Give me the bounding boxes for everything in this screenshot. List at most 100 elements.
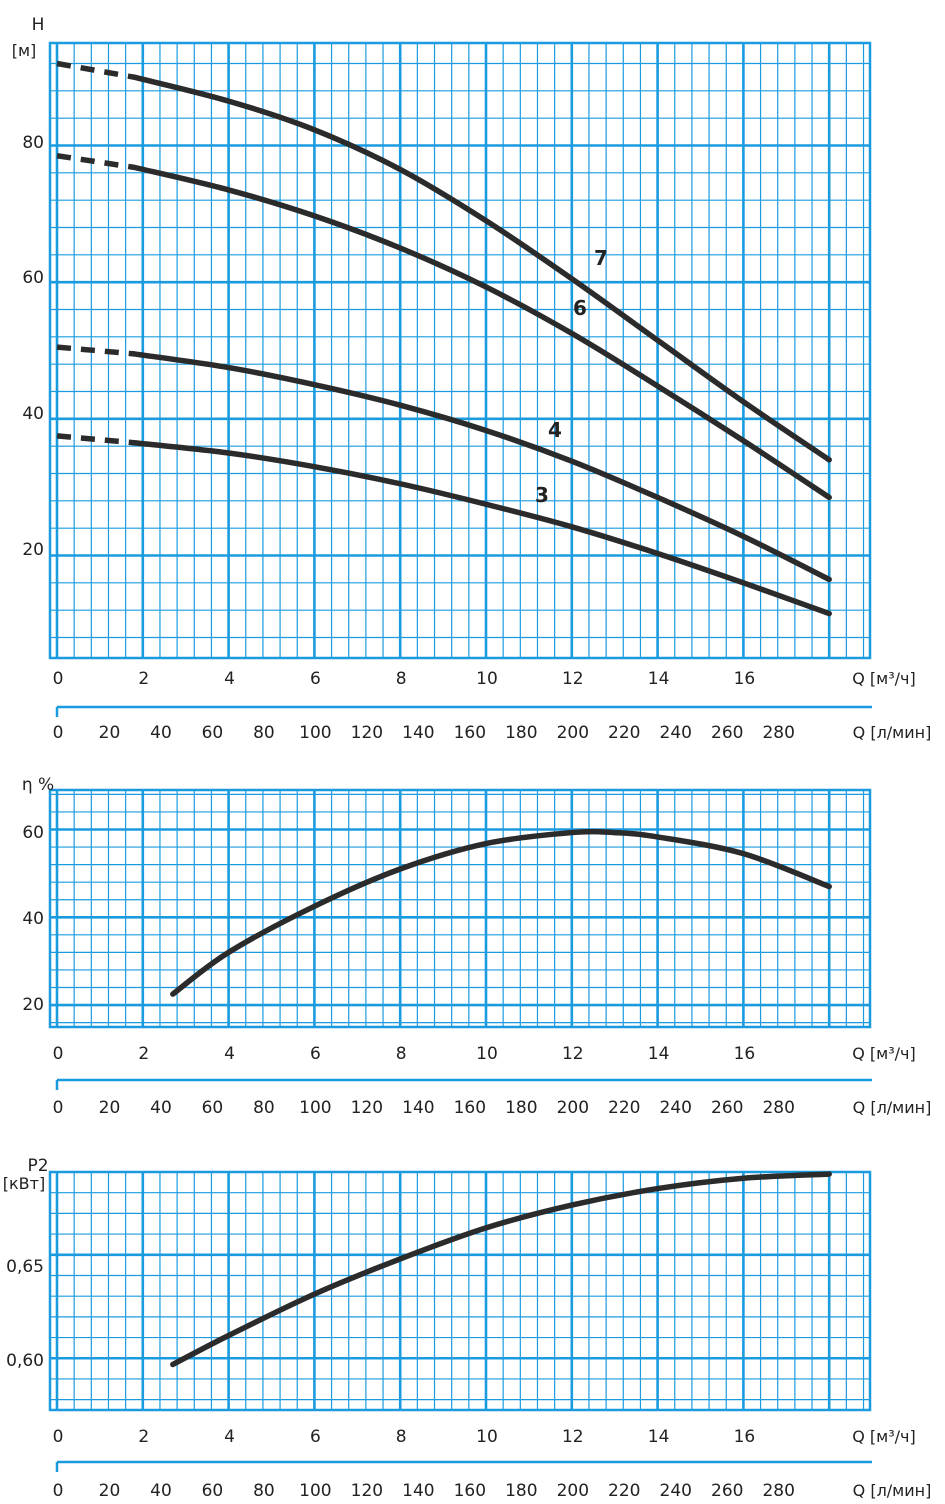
x-tick-label-lmin: 140 bbox=[402, 723, 434, 743]
y-tick-label: 60 bbox=[22, 268, 44, 288]
x-tick-label-m3h: 14 bbox=[648, 1044, 670, 1064]
x-tick-label-lmin: 60 bbox=[202, 1481, 224, 1499]
x-tick-label-m3h: 12 bbox=[562, 1427, 584, 1447]
x-tick-label-lmin: 160 bbox=[454, 1481, 486, 1499]
x-tick-label-lmin: 100 bbox=[299, 1098, 331, 1118]
y-tick-label: 0,65 bbox=[6, 1257, 44, 1277]
x-tick-label-m3h: 2 bbox=[138, 669, 149, 689]
x-tick-label-lmin: 280 bbox=[762, 1098, 794, 1118]
x-tick-label-lmin: 260 bbox=[711, 1481, 743, 1499]
x-tick-label-m3h: 0 bbox=[53, 669, 64, 689]
x-tick-label-lmin: 100 bbox=[299, 723, 331, 743]
y-axis-title-1: H bbox=[32, 15, 45, 35]
x-tick-label-m3h: 8 bbox=[396, 1427, 407, 1447]
x-tick-label-lmin: 220 bbox=[608, 723, 640, 743]
x-tick-label-m3h: 12 bbox=[562, 1044, 584, 1064]
x-tick-label-lmin: 160 bbox=[454, 723, 486, 743]
x-tick-label-m3h: 0 bbox=[53, 1427, 64, 1447]
series-label-7: 7 bbox=[594, 246, 608, 270]
y-tick-label: 20 bbox=[22, 995, 44, 1015]
x-tick-label-m3h: 6 bbox=[310, 669, 321, 689]
x-axis-unit-m3h: Q [м³/ч] bbox=[852, 1044, 916, 1063]
y-tick-label: 80 bbox=[22, 133, 44, 153]
x-tick-label-lmin: 60 bbox=[202, 723, 224, 743]
x-tick-label-m3h: 8 bbox=[396, 669, 407, 689]
x-tick-label-lmin: 200 bbox=[557, 1481, 589, 1499]
x-tick-label-lmin: 160 bbox=[454, 1098, 486, 1118]
x-tick-label-lmin: 40 bbox=[150, 1481, 172, 1499]
y-axis-title-3: P2 bbox=[27, 1156, 48, 1176]
y-axis-unit-1: [м] bbox=[12, 41, 37, 60]
curve-1-3 bbox=[131, 440, 832, 617]
x-axis-unit-lmin: Q [л/мин] bbox=[853, 1098, 932, 1117]
series-label-6: 6 bbox=[573, 296, 587, 320]
x-tick-label-m3h: 10 bbox=[476, 1427, 498, 1447]
x-tick-label-m3h: 16 bbox=[734, 669, 756, 689]
x-tick-label-m3h: 14 bbox=[648, 1427, 670, 1447]
y-axis-title-2: η % bbox=[22, 775, 54, 795]
x-tick-label-m3h: 4 bbox=[224, 669, 235, 689]
x-tick-label-m3h: 16 bbox=[734, 1044, 756, 1064]
y-tick-label: 0,60 bbox=[6, 1351, 44, 1371]
x-tick-label-lmin: 220 bbox=[608, 1098, 640, 1118]
y-tick-label: 40 bbox=[22, 909, 44, 929]
curve-1-6 bbox=[131, 164, 832, 501]
x-tick-label-lmin: 80 bbox=[253, 1481, 275, 1499]
x-tick-label-lmin: 180 bbox=[505, 723, 537, 743]
curve-2-1 bbox=[170, 828, 832, 997]
series-label-4: 4 bbox=[548, 418, 562, 442]
x-tick-label-lmin: 0 bbox=[53, 1481, 64, 1499]
x-axis-unit-lmin: Q [л/мин] bbox=[853, 1481, 932, 1499]
x-tick-label-lmin: 240 bbox=[660, 723, 692, 743]
x-tick-label-lmin: 120 bbox=[351, 1098, 383, 1118]
x-tick-label-lmin: 80 bbox=[253, 1098, 275, 1118]
x-tick-label-m3h: 6 bbox=[310, 1044, 321, 1064]
x-tick-label-lmin: 60 bbox=[202, 1098, 224, 1118]
x-tick-label-lmin: 140 bbox=[402, 1481, 434, 1499]
x-tick-label-lmin: 20 bbox=[99, 1098, 121, 1118]
y-tick-label: 20 bbox=[22, 540, 44, 560]
x-tick-label-lmin: 200 bbox=[557, 1098, 589, 1118]
plot-frame-3 bbox=[48, 1170, 872, 1412]
x-tick-label-lmin: 140 bbox=[402, 1098, 434, 1118]
x-tick-label-lmin: 120 bbox=[351, 723, 383, 743]
curve-3-1 bbox=[170, 1171, 832, 1368]
curve-1-4 bbox=[131, 351, 832, 583]
x-tick-label-lmin: 260 bbox=[711, 1098, 743, 1118]
x-tick-label-m3h: 4 bbox=[224, 1044, 235, 1064]
x-tick-label-lmin: 240 bbox=[660, 1098, 692, 1118]
y-tick-label: 60 bbox=[22, 823, 44, 843]
x-tick-label-lmin: 180 bbox=[505, 1098, 537, 1118]
x-tick-label-lmin: 260 bbox=[711, 723, 743, 743]
curve-1-7 bbox=[131, 74, 832, 463]
curve-dashed-3 bbox=[56, 433, 135, 446]
y-axis-unit-3: [кВт] bbox=[3, 1174, 45, 1193]
x-tick-label-lmin: 20 bbox=[99, 1481, 121, 1499]
x-tick-label-lmin: 280 bbox=[762, 723, 794, 743]
curve-dashed-7 bbox=[56, 60, 135, 80]
x-tick-label-m3h: 6 bbox=[310, 1427, 321, 1447]
x-tick-label-m3h: 12 bbox=[562, 669, 584, 689]
plot-frame-2 bbox=[48, 788, 872, 1029]
x-tick-label-m3h: 14 bbox=[648, 669, 670, 689]
x-tick-label-m3h: 10 bbox=[476, 669, 498, 689]
x-tick-label-lmin: 20 bbox=[99, 723, 121, 743]
x-tick-label-lmin: 40 bbox=[150, 1098, 172, 1118]
plot-frame-1 bbox=[48, 41, 872, 660]
x-tick-label-m3h: 4 bbox=[224, 1427, 235, 1447]
x-tick-label-m3h: 0 bbox=[53, 1044, 64, 1064]
x-tick-label-m3h: 2 bbox=[138, 1044, 149, 1064]
x-tick-label-m3h: 8 bbox=[396, 1044, 407, 1064]
x-tick-label-m3h: 2 bbox=[138, 1427, 149, 1447]
x-tick-label-lmin: 40 bbox=[150, 723, 172, 743]
x-axis-unit-lmin: Q [л/мин] bbox=[853, 723, 932, 742]
x-tick-label-lmin: 100 bbox=[299, 1481, 331, 1499]
x-axis-unit-m3h: Q [м³/ч] bbox=[852, 669, 916, 688]
x-tick-label-lmin: 220 bbox=[608, 1481, 640, 1499]
x-tick-label-lmin: 120 bbox=[351, 1481, 383, 1499]
x-tick-label-lmin: 280 bbox=[762, 1481, 794, 1499]
x-tick-label-lmin: 0 bbox=[53, 1098, 64, 1118]
x-tick-label-m3h: 16 bbox=[734, 1427, 756, 1447]
